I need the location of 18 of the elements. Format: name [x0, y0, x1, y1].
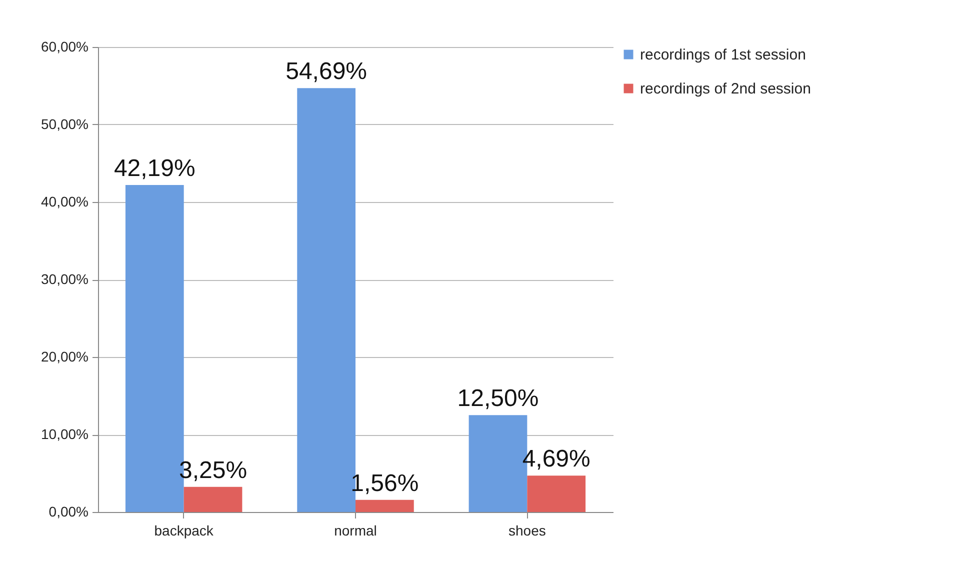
legend-label: recordings of 2nd session	[640, 80, 811, 98]
y-tick-label: 20,00%	[41, 348, 88, 364]
y-tick-label: 30,00%	[41, 271, 88, 287]
y-tick-label: 10,00%	[41, 426, 88, 442]
y-tick-label: 50,00%	[41, 116, 88, 132]
x-tick-label: normal	[334, 522, 377, 538]
y-tick-label: 0,00%	[48, 504, 88, 520]
data-label: 12,50%	[457, 385, 539, 412]
bar	[527, 476, 586, 512]
legend-label: recordings of 1st session	[640, 46, 806, 64]
y-tick-label: 40,00%	[41, 194, 88, 210]
bar	[356, 500, 414, 512]
data-label: 42,19%	[114, 155, 196, 182]
bar	[184, 486, 242, 512]
x-tick-label: shoes	[508, 522, 546, 538]
data-label: 54,69%	[286, 58, 368, 86]
y-tick-label: 60,00%	[41, 38, 88, 54]
x-tick-label: backpack	[154, 522, 214, 538]
